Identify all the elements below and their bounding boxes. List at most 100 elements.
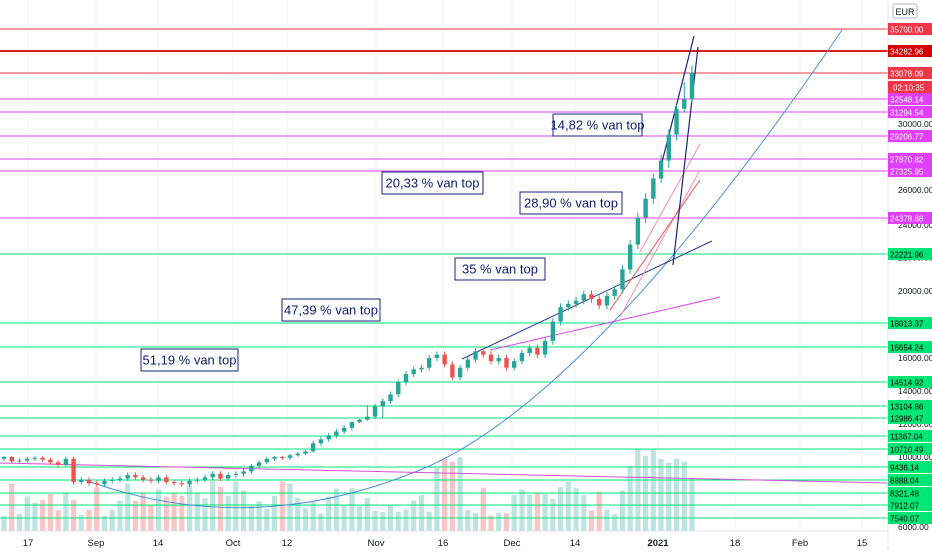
volume-bar — [32, 502, 38, 531]
candle-body — [148, 479, 154, 481]
wedge-line-1 — [659, 35, 695, 171]
annotation-box: 14,82 % van top — [551, 113, 644, 137]
candle-body — [403, 374, 409, 383]
annotation-label: 51,19 % van top — [143, 353, 237, 368]
currency-badge-box — [892, 3, 918, 19]
volume-bar — [318, 513, 324, 531]
candle-body — [542, 340, 548, 355]
upper-trend-line — [461, 240, 713, 360]
price-level-value: 13104.86 — [890, 403, 924, 412]
price-level-badge: 16654.24 — [888, 341, 932, 353]
volume-bar — [426, 511, 432, 531]
price-level-value: 7540.07 — [890, 515, 919, 524]
channel-line-1 — [619, 169, 701, 318]
price-level-badge-box — [888, 23, 932, 35]
y-tick-label: 14000.00 — [898, 386, 932, 396]
candle-body — [48, 459, 53, 463]
candle-body — [225, 474, 231, 479]
price-level-badge: 31294.54 — [888, 106, 932, 118]
volume-bar — [472, 513, 479, 531]
volume-bar — [588, 510, 595, 531]
price-axis[interactable]: EUR6000.008000.0010000.0012000.0014000.0… — [887, 0, 932, 550]
annotation-label: 20,33 % van top — [386, 176, 480, 191]
candle-body — [535, 347, 540, 355]
price-level-value: 10710.49 — [890, 446, 924, 455]
candle-body — [426, 358, 432, 368]
candle-body — [658, 160, 664, 179]
y-tick-label: 24000.00 — [898, 220, 932, 230]
annotation-frame — [381, 171, 484, 195]
x-tick-label: 2021 — [647, 538, 669, 549]
candle-body — [140, 477, 146, 480]
price-level-badge: 10710.49 — [888, 443, 932, 455]
volume-bar — [101, 515, 108, 531]
volume-bar — [534, 492, 540, 531]
candle-body — [550, 321, 556, 341]
candle-body — [311, 443, 316, 452]
price-level-value: 8321.48 — [890, 490, 919, 499]
price-level-badge: 8888.04 — [888, 474, 932, 486]
candle-body — [689, 72, 695, 100]
price-level-badge: 8321.48 — [888, 487, 932, 499]
candle-body — [380, 401, 385, 407]
annotation-box: 47,39 % van top — [281, 298, 381, 322]
volume-bar — [132, 500, 139, 531]
countdown-badge-box — [888, 81, 932, 93]
price-level-badge: 14514.92 — [888, 376, 932, 388]
price-level-badge-box — [888, 67, 932, 79]
candle-body — [102, 480, 107, 485]
candle-body — [341, 427, 347, 432]
candle-body — [40, 457, 45, 460]
volume-layer — [1, 449, 695, 531]
annotation-frame — [454, 257, 546, 281]
y-tick-label: 26000.00 — [898, 185, 932, 195]
volume-bar — [326, 496, 332, 531]
price-level-value: 31294.54 — [890, 109, 924, 118]
candle-body — [303, 451, 308, 454]
volume-bar — [78, 515, 84, 531]
price-level-badge-box — [888, 45, 932, 57]
price-level-value: 33078.09 — [890, 70, 924, 79]
volume-bar — [279, 481, 285, 531]
price-level-value: 18013.37 — [890, 320, 924, 329]
price-level-value: 22221.96 — [890, 251, 924, 260]
volume-bar — [9, 483, 15, 531]
candle-body — [612, 289, 617, 296]
volume-bar — [241, 490, 247, 531]
candle-body — [643, 198, 648, 218]
candle-body — [558, 307, 563, 322]
candle-body — [604, 295, 610, 306]
volume-bar — [557, 487, 564, 531]
price-level-badge-box — [888, 317, 932, 329]
x-tick-label: 12 — [282, 538, 293, 549]
currency-badge: EUR — [892, 3, 918, 19]
volume-bar — [364, 498, 370, 531]
candle-body — [349, 422, 355, 428]
candle-body — [287, 455, 293, 458]
candle-body — [334, 431, 339, 436]
channel-line-2 — [639, 143, 701, 253]
price-level-value: 27870.82 — [890, 156, 924, 165]
candle-body — [233, 473, 239, 475]
volume-bar — [565, 482, 571, 531]
volume-bar — [256, 501, 262, 531]
volume-bar — [40, 500, 46, 531]
price-level-badge-box — [888, 248, 932, 260]
volume-bar — [55, 510, 61, 531]
candle-body — [79, 479, 84, 483]
time-axis[interactable]: 17 Sep 14 Oct 12 Nov 16 Dec 14 2021 18 Feb 15 — [0, 530, 888, 549]
candle-body — [473, 351, 478, 360]
candle-body — [17, 460, 22, 462]
candle-body — [1, 457, 7, 459]
candle-body — [318, 439, 324, 444]
candle-body — [326, 435, 331, 440]
currency-label: EUR — [895, 7, 915, 17]
volume-bar — [550, 498, 556, 531]
annotation-box: 51,19 % van top — [140, 348, 239, 372]
volume-bar — [210, 481, 216, 531]
candle-body — [117, 478, 123, 480]
volume-bar — [411, 500, 417, 531]
candle-body — [635, 217, 641, 245]
